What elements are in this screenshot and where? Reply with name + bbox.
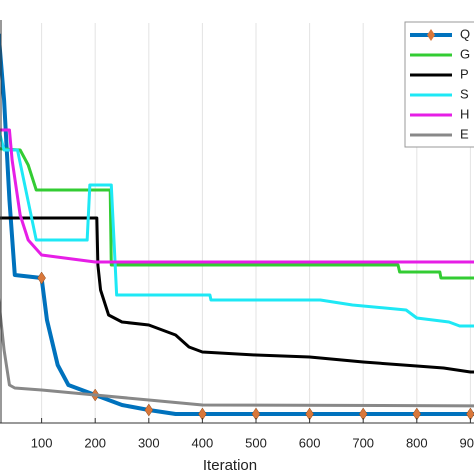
x-tick-label: 100 <box>31 435 53 450</box>
legend-label: Q <box>460 26 470 41</box>
series-line <box>0 216 474 374</box>
x-tick-label: 800 <box>406 435 428 450</box>
x-tick-label: 700 <box>352 435 374 450</box>
x-tick-label: 200 <box>84 435 106 450</box>
plot-lines <box>0 33 474 421</box>
x-axis-label: Iteration <box>203 457 257 474</box>
legend-label: P <box>460 66 469 81</box>
x-tick-label: 600 <box>299 435 321 450</box>
x-tick-label: 300 <box>138 435 160 450</box>
series-line <box>0 147 474 280</box>
legend <box>404 21 474 148</box>
grid <box>41 23 471 423</box>
series-marker <box>144 403 154 417</box>
x-tick-label: 900 <box>460 435 474 450</box>
series-line <box>0 128 474 264</box>
legend-marker <box>427 29 435 41</box>
legend-label: S <box>460 86 469 101</box>
series-marker <box>37 271 46 285</box>
legend-label: H <box>460 106 469 121</box>
x-tick-label: 400 <box>192 435 214 450</box>
series-line <box>0 297 474 408</box>
series-line <box>0 33 474 416</box>
series-line <box>0 128 474 328</box>
legend-label: E <box>460 126 469 141</box>
x-tick-label: 500 <box>245 435 267 450</box>
legend-label: G <box>460 46 470 61</box>
